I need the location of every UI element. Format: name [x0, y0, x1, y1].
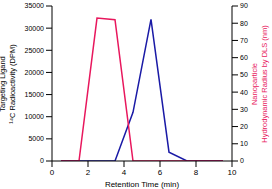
svg-text:6: 6: [158, 168, 163, 177]
svg-text:8: 8: [194, 168, 199, 177]
svg-text:10: 10: [240, 140, 248, 147]
svg-text:30: 30: [240, 106, 248, 113]
svg-text:10: 10: [228, 168, 237, 177]
svg-text:5000: 5000: [28, 135, 44, 142]
svg-text:4: 4: [122, 168, 127, 177]
svg-text:0: 0: [40, 157, 44, 164]
svg-text:Retention Time (min): Retention Time (min): [105, 180, 180, 189]
html-text:¹⁴C Radioactivity (DPM): ¹⁴C Radioactivity (DPM): [8, 43, 17, 124]
svg-text:35000: 35000: [25, 2, 45, 9]
svg-text:20000: 20000: [25, 69, 45, 76]
svg-text:20: 20: [240, 123, 248, 130]
svg-text:15000: 15000: [25, 91, 45, 98]
html-text:Hydrodynamic Radius by DLS (nm: Hydrodynamic Radius by DLS (nm): [260, 24, 269, 143]
svg-text:90: 90: [240, 2, 248, 9]
svg-text:0: 0: [50, 168, 55, 177]
svg-text:2: 2: [86, 168, 91, 177]
svg-text:30000: 30000: [25, 25, 45, 32]
html-text:Nanoparticle: Nanoparticle: [250, 62, 259, 105]
svg-text:10000: 10000: [25, 113, 45, 120]
svg-text:40: 40: [240, 89, 248, 96]
svg-text:60: 60: [240, 54, 248, 61]
svg-text:0: 0: [240, 157, 244, 164]
svg-text:80: 80: [240, 20, 248, 27]
svg-text:50: 50: [240, 71, 248, 78]
svg-text:70: 70: [240, 37, 248, 44]
svg-text:25000: 25000: [25, 47, 45, 54]
